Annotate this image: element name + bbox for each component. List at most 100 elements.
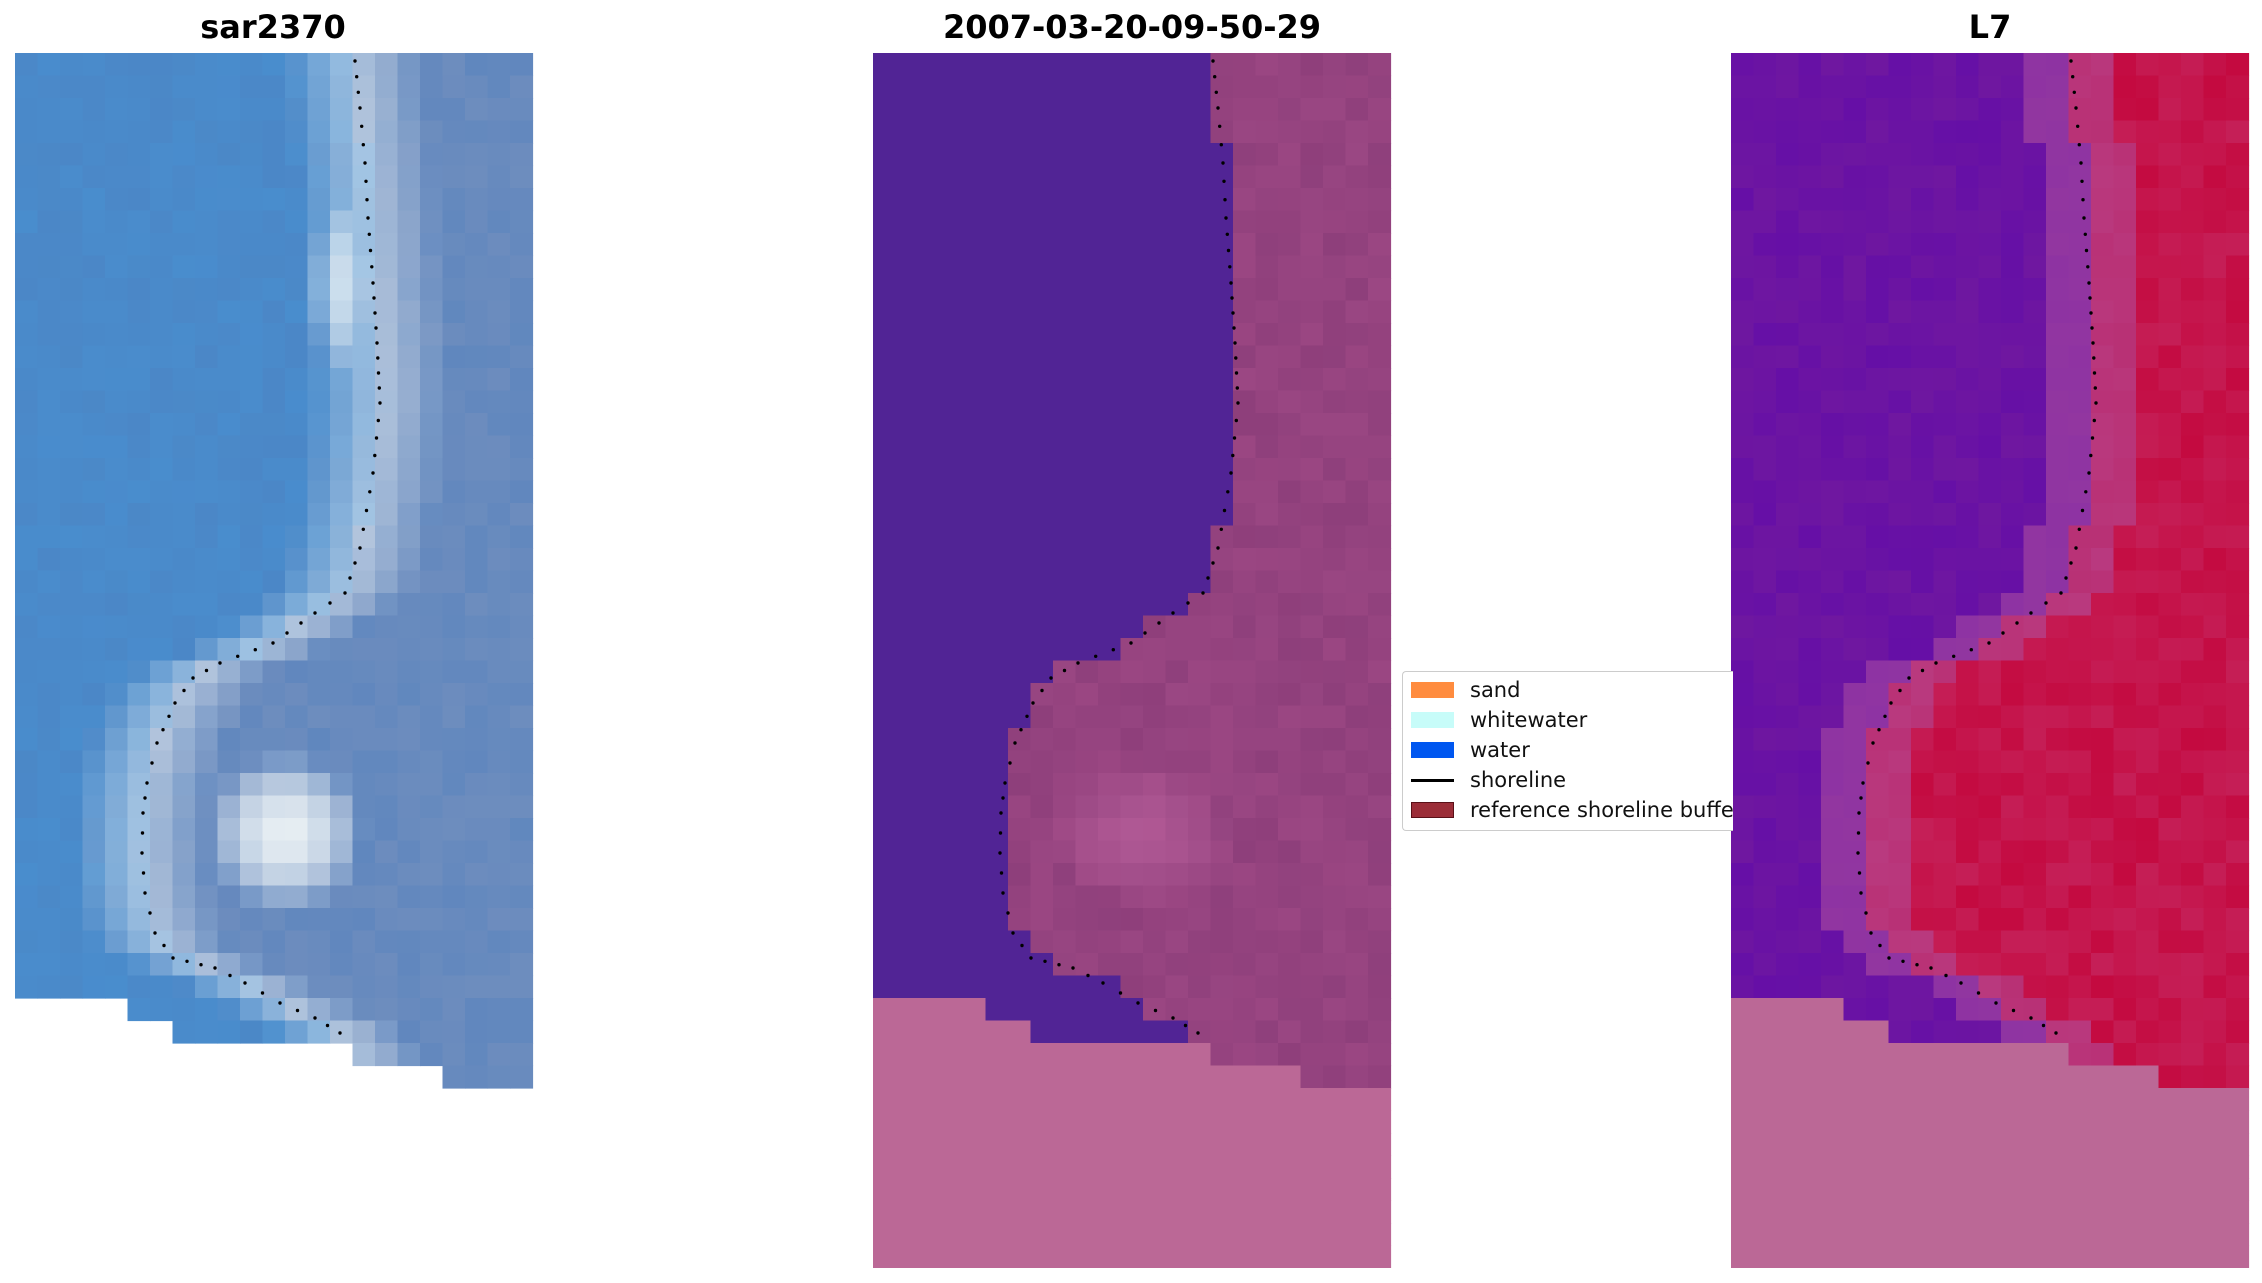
raster-pixel	[873, 503, 897, 527]
raster-pixel	[963, 840, 987, 864]
raster-pixel	[2091, 1155, 2115, 1179]
raster-pixel	[2136, 278, 2160, 302]
shoreline-point	[1915, 963, 1919, 967]
raster-pixel	[1911, 165, 1935, 189]
raster-pixel	[1008, 233, 1032, 257]
raster-pixel	[1143, 683, 1167, 707]
shoreline-point	[1171, 1016, 1175, 1020]
raster-pixel	[1821, 143, 1845, 167]
raster-pixel	[1731, 345, 1755, 369]
raster-pixel	[15, 660, 39, 684]
raster-pixel	[2023, 1133, 2047, 1157]
raster-pixel	[1233, 278, 1257, 302]
shoreline-point	[1086, 973, 1090, 978]
raster-pixel	[1345, 1065, 1369, 1089]
raster-pixel	[105, 120, 129, 144]
raster-pixel	[352, 773, 376, 797]
raster-pixel	[1210, 818, 1234, 842]
raster-pixel	[940, 390, 964, 414]
raster-pixel	[1911, 773, 1935, 797]
raster-pixel	[1731, 480, 1755, 504]
raster-pixel	[1030, 1065, 1054, 1089]
raster-pixel	[1888, 795, 1912, 819]
legend-swatch-sand	[1411, 682, 1454, 698]
raster-pixel	[2158, 840, 2182, 864]
raster-pixel	[105, 975, 129, 999]
raster-pixel	[2158, 345, 2182, 369]
raster-pixel	[442, 435, 466, 459]
raster-pixel	[330, 885, 354, 909]
raster-pixel	[1165, 795, 1189, 819]
raster-pixel	[105, 638, 129, 662]
raster-pixel	[2136, 885, 2160, 909]
raster-pixel	[1210, 120, 1234, 144]
shoreline-point	[1228, 265, 1232, 269]
raster-pixel	[465, 593, 489, 617]
raster-pixel	[172, 660, 196, 684]
raster-pixel	[2113, 1020, 2137, 1044]
raster-pixel	[307, 660, 331, 684]
raster-pixel	[285, 705, 309, 729]
raster-pixel	[1731, 1245, 1755, 1268]
raster-pixel	[2158, 908, 2182, 932]
raster-pixel	[2203, 930, 2227, 954]
raster-pixel	[375, 458, 399, 482]
raster-pixel	[2203, 413, 2227, 437]
raster-pixel	[1753, 368, 1777, 392]
raster-pixel	[487, 1020, 511, 1044]
raster-pixel	[1143, 975, 1167, 999]
raster-pixel	[2158, 165, 2182, 189]
raster-pixel	[940, 1133, 964, 1157]
raster-pixel	[1978, 1245, 2002, 1268]
raster-pixel	[1120, 165, 1144, 189]
shoreline-point	[1011, 931, 1015, 935]
raster-pixel	[15, 750, 39, 774]
raster-pixel	[1866, 885, 1890, 909]
raster-pixel	[1300, 53, 1324, 77]
raster-pixel	[940, 908, 964, 932]
raster-pixel	[2181, 368, 2205, 392]
raster-pixel	[1368, 998, 1392, 1022]
raster-pixel	[1188, 1110, 1212, 1134]
raster-pixel	[918, 570, 942, 594]
raster-pixel	[150, 143, 174, 167]
raster-pixel	[1008, 638, 1032, 662]
raster-pixel	[2113, 300, 2137, 324]
raster-pixel	[510, 300, 534, 324]
raster-pixel	[1120, 1200, 1144, 1224]
raster-pixel	[442, 525, 466, 549]
raster-pixel	[1188, 840, 1212, 864]
raster-pixel	[1098, 98, 1122, 122]
raster-pixel	[2068, 998, 2092, 1022]
raster-pixel	[1255, 278, 1279, 302]
raster-pixel	[2226, 638, 2250, 662]
raster-pixel	[240, 1020, 264, 1044]
raster-pixel	[1143, 638, 1167, 662]
shoreline-point	[368, 490, 372, 494]
raster-pixel	[37, 210, 61, 234]
raster-pixel	[397, 615, 421, 639]
raster-pixel	[105, 548, 129, 572]
raster-pixel	[918, 120, 942, 144]
raster-pixel	[397, 975, 421, 999]
raster-pixel	[963, 1155, 987, 1179]
raster-pixel	[2226, 548, 2250, 572]
raster-pixel	[1278, 368, 1302, 392]
raster-pixel	[285, 593, 309, 617]
raster-pixel	[1143, 548, 1167, 572]
raster-pixel	[37, 705, 61, 729]
raster-pixel	[2136, 548, 2160, 572]
raster-pixel	[397, 593, 421, 617]
raster-pixel	[918, 705, 942, 729]
raster-pixel	[1933, 525, 1957, 549]
raster-pixel	[442, 98, 466, 122]
raster-pixel	[150, 773, 174, 797]
raster-pixel	[1866, 1155, 1890, 1179]
raster-pixel	[172, 53, 196, 77]
shoreline-point	[358, 546, 362, 550]
raster-pixel	[465, 345, 489, 369]
raster-pixel	[2203, 908, 2227, 932]
raster-pixel	[895, 390, 919, 414]
raster-pixel	[2023, 1245, 2047, 1268]
raster-pixel	[895, 1200, 919, 1224]
